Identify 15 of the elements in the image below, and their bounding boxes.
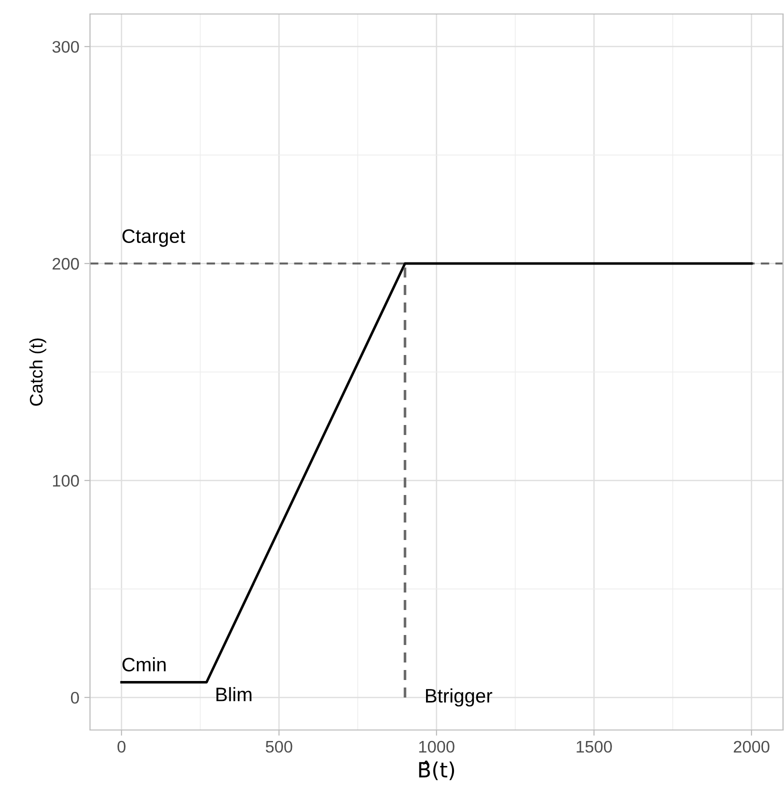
y-tick-label: 300 <box>52 40 79 53</box>
y-tick-label: 100 <box>53 474 79 487</box>
x-axis-title: B̂(t) <box>419 760 454 780</box>
annotation: Cmin <box>122 657 166 672</box>
y-tick-label: 200 <box>52 258 79 270</box>
y-tick-label: 0 <box>70 692 79 704</box>
x-tick-label: 1000 <box>419 740 454 753</box>
annotation: Blim <box>216 687 252 702</box>
x-tick-label: 2000 <box>734 740 770 753</box>
y-axis-title: Catch (t) <box>29 338 46 406</box>
annotation: Btrigger <box>426 688 492 707</box>
x-tick-label: 0 <box>118 740 126 753</box>
annotation: Ctarget <box>122 229 186 247</box>
x-tick-label: 1500 <box>576 740 612 753</box>
x-tick-label: 500 <box>266 740 292 753</box>
